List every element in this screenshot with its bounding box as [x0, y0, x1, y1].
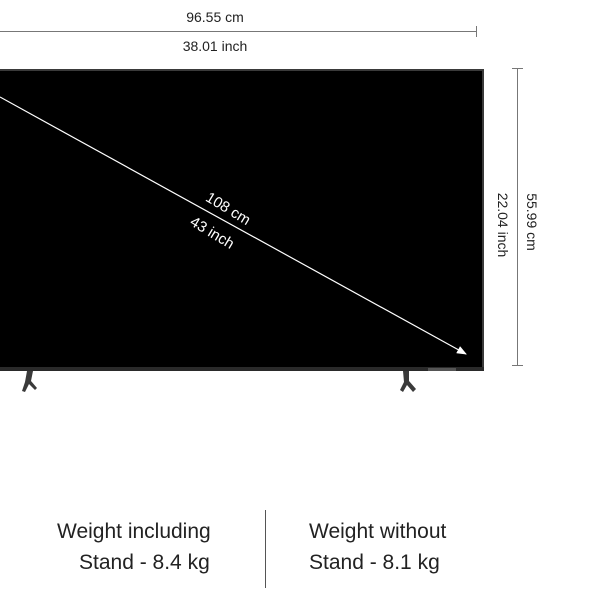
width-cm-label: 96.55 cm	[186, 9, 244, 25]
width-dimension-line	[0, 31, 477, 32]
weight-with-stand-title: Weight including	[57, 520, 211, 543]
diagonal-arrow	[0, 96, 467, 355]
height-dimension-tick-bottom	[512, 365, 523, 366]
tv-indicator-strip	[428, 368, 456, 371]
weight-divider	[265, 510, 266, 588]
weight-without-stand-value: Stand - 8.1 kg	[309, 551, 440, 574]
right-stand-foot	[400, 371, 416, 392]
weight-with-stand-value: Stand - 8.4 kg	[79, 551, 210, 574]
width-inch-label: 38.01 inch	[182, 38, 248, 54]
height-dimension-tick-top	[512, 68, 523, 69]
left-stand-foot	[22, 371, 37, 392]
height-inch-label: 22.04 inch	[495, 192, 511, 258]
height-cm-label: 55.99 cm	[524, 193, 540, 251]
height-dimension-line	[517, 68, 518, 366]
weight-without-stand-title: Weight without	[309, 520, 447, 543]
tv-bottom-bezel	[0, 367, 484, 371]
width-dimension-tick	[476, 26, 477, 37]
